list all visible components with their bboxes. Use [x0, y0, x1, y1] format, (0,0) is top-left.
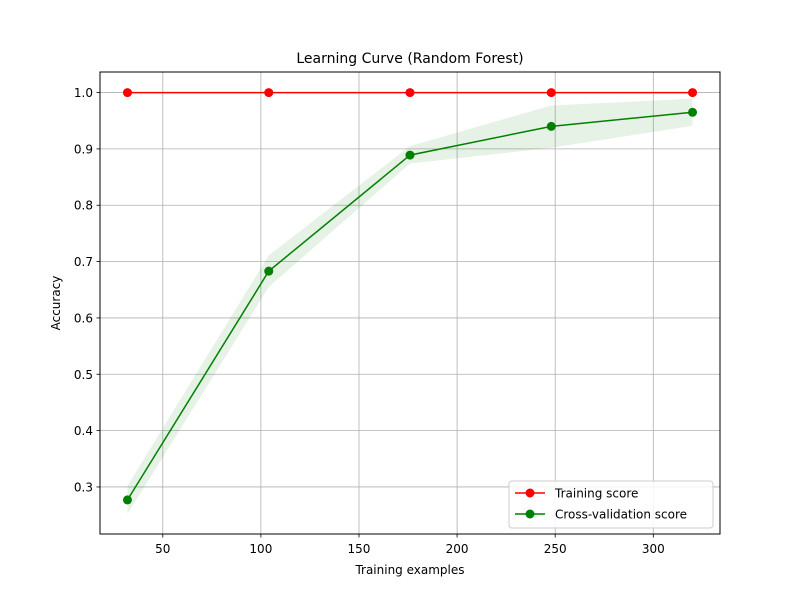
legend-marker-cv: [525, 509, 535, 519]
y-tick-label: 0.3: [74, 480, 93, 494]
y-tick-label: 0.7: [74, 255, 93, 269]
y-tick-label: 0.5: [74, 368, 93, 382]
plot-frame: [99, 71, 721, 535]
y-tick-label: 1.0: [74, 86, 93, 100]
data-point-training: [122, 88, 132, 98]
legend-box: [508, 480, 714, 529]
data-point-cv: [688, 107, 698, 117]
y-tick-label: 0.6: [74, 311, 93, 325]
legend-label-cv: Cross-validation score: [555, 508, 687, 522]
data-point-cv: [546, 121, 556, 131]
x-tick-label: 300: [642, 542, 665, 556]
data-point-cv: [405, 150, 415, 160]
x-tick-label: 100: [249, 542, 272, 556]
x-tick-label: 50: [155, 542, 170, 556]
x-axis-label: Training examples: [354, 563, 464, 577]
ticks-layer: 50 100 150 200 250 300 0.3 0.4 0.5 0.6 0.7 0.8 0.9 1.…: [74, 86, 665, 556]
data-point-cv: [122, 495, 132, 505]
data-point-training: [546, 88, 556, 98]
legend-marker-training: [525, 488, 535, 498]
x-tick-label: 250: [544, 542, 567, 556]
legend: Training score Cross-validation score: [508, 480, 714, 529]
series-layer: [122, 88, 698, 505]
band-layer: [127, 98, 693, 514]
legend-label-training: Training score: [554, 487, 638, 501]
data-point-training: [688, 88, 698, 98]
y-tick-label: 0.9: [74, 142, 93, 156]
y-axis-label: Accuracy: [49, 276, 63, 331]
chart-title: Learning Curve (Random Forest): [296, 51, 523, 67]
y-tick-label: 0.8: [74, 199, 93, 213]
data-point-training: [405, 88, 415, 98]
x-tick-label: 200: [446, 542, 469, 556]
data-point-training: [264, 88, 274, 98]
band-cv: [127, 98, 693, 514]
x-tick-label: 150: [348, 542, 371, 556]
data-point-cv: [264, 266, 274, 276]
y-tick-label: 0.4: [74, 424, 93, 438]
